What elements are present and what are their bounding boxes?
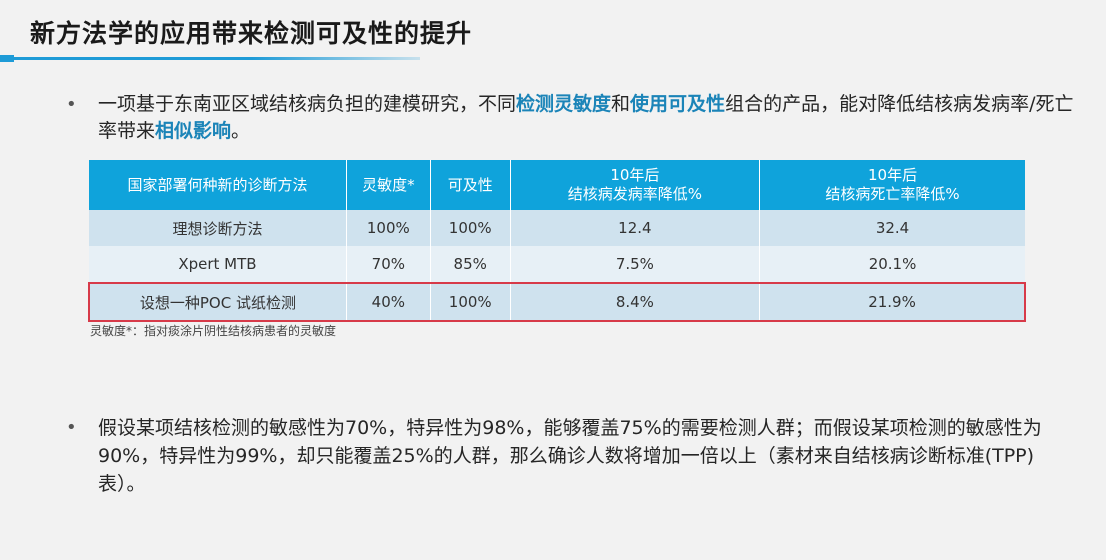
cell-method: 设想一种POC 试纸检测 bbox=[87, 282, 347, 322]
header-incidence: 10年后 结核病发病率降低% bbox=[510, 160, 761, 210]
cell-accessibility: 100% bbox=[430, 282, 511, 322]
cell-method: Xpert MTB bbox=[89, 246, 347, 283]
diagnostic-comparison-table: 国家部署何种新的诊断方法 灵敏度* 可及性 10年后 结核病发病率降低% 10年后… bbox=[87, 160, 1027, 322]
cell-sensitivity: 70% bbox=[346, 246, 431, 283]
cell-incidence: 12.4 bbox=[510, 210, 761, 246]
cell-mortality: 20.1% bbox=[759, 246, 1025, 283]
header-method-label: 国家部署何种新的诊断方法 bbox=[127, 175, 308, 194]
paragraph1-text-4: 。 bbox=[231, 120, 251, 142]
paragraph-tpp-example: 假设某项结核检测的敏感性为70%，特异性为98%，能够覆盖75%的需要检测人群；… bbox=[98, 417, 1042, 495]
cell-accessibility: 85% bbox=[430, 246, 511, 283]
paragraph1-text-3: 组合的产品，能对降低结核病发病率/死亡率带来 bbox=[98, 93, 1074, 142]
header-accessibility-label: 可及性 bbox=[447, 175, 493, 194]
header-accessibility: 可及性 bbox=[430, 160, 511, 210]
paragraph1-text-2: 和 bbox=[611, 93, 631, 115]
cell-method: 理想诊断方法 bbox=[89, 210, 347, 246]
cell-sensitivity: 100% bbox=[346, 210, 431, 246]
highlight-sensitivity: 检测灵敏度 bbox=[516, 93, 612, 115]
bullet-2: • bbox=[66, 417, 77, 438]
header-mortality-line1: 10年后 bbox=[867, 166, 918, 184]
header-method: 国家部署何种新的诊断方法 bbox=[89, 160, 347, 210]
table-row-highlighted: 设想一种POC 试纸检测 40% 100% 8.4% 21.9% bbox=[87, 282, 1027, 322]
header-incidence-line2: 结核病发病率降低% bbox=[567, 185, 702, 203]
cell-incidence: 7.5% bbox=[510, 246, 761, 283]
table-row: Xpert MTB 70% 85% 7.5% 20.1% bbox=[89, 246, 1025, 283]
paragraph-modeling-study: 一项基于东南亚区域结核病负担的建模研究，不同检测灵敏度和使用可及性组合的产品，能… bbox=[98, 91, 1078, 145]
cell-mortality: 32.4 bbox=[759, 210, 1025, 246]
header-sensitivity-label: 灵敏度* bbox=[362, 175, 415, 194]
header-sensitivity: 灵敏度* bbox=[346, 160, 431, 210]
highlight-similar-impact: 相似影响 bbox=[155, 120, 232, 142]
header-mortality: 10年后 结核病死亡率降低% bbox=[759, 160, 1025, 210]
cell-mortality: 21.9% bbox=[759, 282, 1027, 322]
title-underline bbox=[0, 57, 420, 60]
table-row: 理想诊断方法 100% 100% 12.4 32.4 bbox=[89, 210, 1025, 246]
header-mortality-line2: 结核病死亡率降低% bbox=[825, 185, 960, 203]
table-header-row: 国家部署何种新的诊断方法 灵敏度* 可及性 10年后 结核病发病率降低% 10年后… bbox=[89, 160, 1025, 210]
slide-title: 新方法学的应用带来检测可及性的提升 bbox=[30, 19, 473, 48]
table-footnote: 灵敏度*：指对痰涂片阴性结核病患者的灵敏度 bbox=[90, 324, 337, 338]
paragraph1-text-1: 一项基于东南亚区域结核病负担的建模研究，不同 bbox=[98, 93, 517, 115]
cell-accessibility: 100% bbox=[430, 210, 511, 246]
highlight-accessibility: 使用可及性 bbox=[630, 93, 726, 115]
cell-incidence: 8.4% bbox=[510, 282, 761, 322]
cell-sensitivity: 40% bbox=[346, 282, 431, 322]
header-incidence-line1: 10年后 bbox=[610, 166, 660, 184]
bullet-1: • bbox=[66, 94, 77, 115]
